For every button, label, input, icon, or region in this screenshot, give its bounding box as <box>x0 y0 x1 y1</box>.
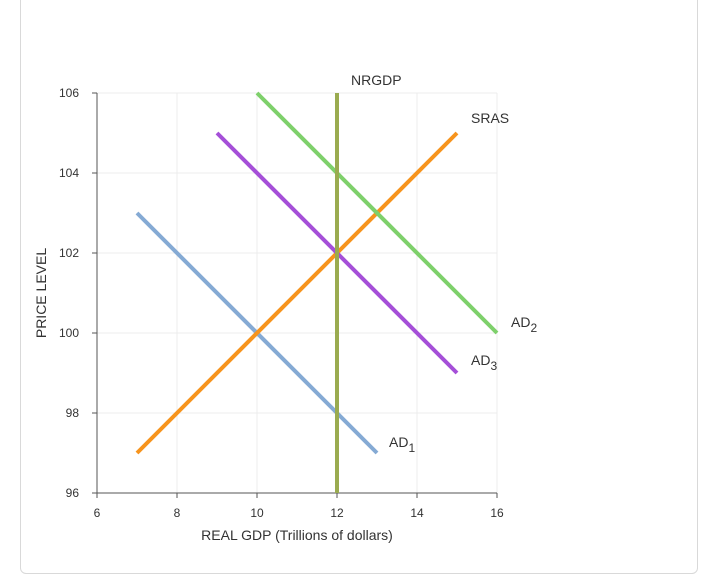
series-lines <box>135 91 499 493</box>
series-label-ad2: AD2 <box>511 314 537 335</box>
y-tick-label: 104 <box>59 166 79 180</box>
x-tick-label: 16 <box>490 506 504 520</box>
y-tick-label: 102 <box>59 246 79 260</box>
series-line-ad2 <box>255 91 499 335</box>
chart-card <box>20 0 698 574</box>
y-tick-label: 100 <box>59 326 79 340</box>
y-axis-label: PRICE LEVEL <box>33 248 49 338</box>
axes <box>96 93 497 494</box>
x-tick-label: 14 <box>410 506 424 520</box>
series-line-sras <box>135 131 459 455</box>
series-label-nrgdp: NRGDP <box>351 72 402 88</box>
series-label-ad3: AD3 <box>471 352 497 373</box>
ticks: 6 8 10 12 14 16 96 98 100 102 104 106 <box>59 86 504 520</box>
x-axis-label: REAL GDP (Trillions of dollars) <box>201 527 393 543</box>
x-tick-label: 6 <box>94 506 101 520</box>
series-label-ad1: AD1 <box>389 434 415 455</box>
x-tick-label: 12 <box>330 506 344 520</box>
y-tick-label: 106 <box>59 86 79 100</box>
grid <box>97 92 498 493</box>
series-label-sras: SRAS <box>471 110 509 126</box>
y-tick-label: 96 <box>66 486 80 500</box>
x-tick-label: 10 <box>250 506 264 520</box>
x-tick-label: 8 <box>174 506 181 520</box>
y-tick-label: 98 <box>66 406 80 420</box>
series-labels: AD1 SRAS AD3 AD2 NRGDP <box>351 72 537 455</box>
